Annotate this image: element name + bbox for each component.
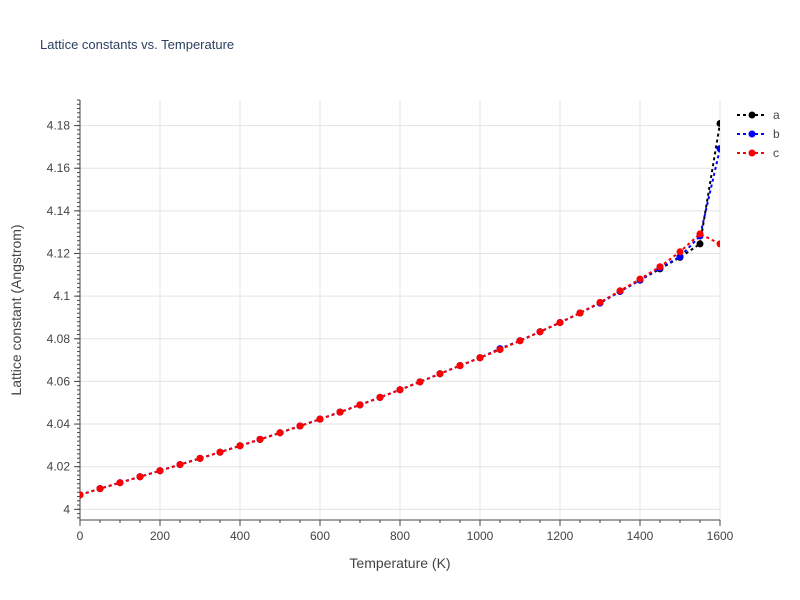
y-tick-label: 4.02 (47, 460, 71, 474)
series-c[interactable] (77, 230, 724, 499)
legend-marker (748, 149, 756, 157)
x-tick-label: 1400 (627, 529, 654, 543)
data-point-a[interactable] (696, 240, 704, 248)
data-point-c[interactable] (536, 328, 544, 336)
legend-item-a[interactable]: a (737, 108, 780, 122)
data-point-c[interactable] (276, 429, 284, 437)
grid (79, 100, 721, 520)
legend-marker (748, 111, 756, 119)
data-point-c[interactable] (196, 454, 204, 462)
data-point-c[interactable] (356, 401, 364, 409)
data-point-c[interactable] (256, 435, 264, 443)
data-point-c[interactable] (77, 491, 84, 499)
data-point-c[interactable] (156, 467, 164, 475)
data-point-c[interactable] (516, 337, 524, 345)
axes: 0 200 400 600 800 1000 1200 1400 1600 4 4.02 4.04 4.… (47, 99, 734, 543)
x-tick-label: 1000 (467, 529, 494, 543)
data-point-c[interactable] (296, 422, 304, 430)
x-tick-label: 400 (230, 529, 250, 543)
y-tick-label: 4.06 (47, 374, 71, 388)
data-point-c[interactable] (656, 263, 664, 271)
data-point-c[interactable] (716, 240, 724, 248)
y-tick-label: 4.12 (47, 247, 71, 261)
data-point-c[interactable] (616, 287, 624, 295)
data-point-c[interactable] (316, 415, 324, 423)
y-axis-title: Lattice constant (Angstrom) (8, 224, 24, 395)
data-point-c[interactable] (576, 309, 584, 317)
y-tick-label: 4.14 (47, 204, 71, 218)
x-tick-label: 1600 (707, 529, 734, 543)
x-axis-title: Temperature (K) (349, 555, 450, 571)
data-point-c[interactable] (176, 461, 184, 469)
chart-title: Lattice constants vs. Temperature (40, 37, 235, 52)
x-tick-label: 1200 (547, 529, 574, 543)
data-point-c[interactable] (676, 248, 684, 256)
y-tick-label: 4.08 (47, 332, 71, 346)
legend[interactable]: abc (737, 108, 780, 160)
data-point-c[interactable] (96, 485, 104, 493)
x-tick-label: 800 (390, 529, 410, 543)
data-point-b[interactable] (676, 253, 684, 261)
data-point-c[interactable] (436, 370, 444, 378)
data-point-c[interactable] (376, 393, 384, 401)
y-tick-label: 4.18 (47, 119, 71, 133)
data-point-c[interactable] (596, 298, 604, 306)
y-tick-label: 4 (63, 502, 70, 516)
data-point-a[interactable] (716, 119, 724, 127)
legend-label: c (773, 146, 779, 160)
data-point-c[interactable] (476, 354, 484, 362)
legend-label: b (773, 127, 780, 141)
legend-item-c[interactable]: c (737, 146, 779, 160)
legend-item-b[interactable]: b (737, 127, 780, 141)
data-point-c[interactable] (216, 448, 224, 456)
legend-marker (748, 130, 756, 138)
data-point-c[interactable] (236, 442, 244, 450)
x-tick-label: 600 (310, 529, 330, 543)
data-point-c[interactable] (696, 230, 704, 238)
y-tick-label: 4.16 (47, 161, 71, 175)
data-point-c[interactable] (556, 319, 564, 327)
x-tick-label: 200 (150, 529, 170, 543)
data-point-c[interactable] (336, 408, 344, 416)
legend-label: a (773, 108, 780, 122)
data-point-b[interactable] (716, 145, 724, 153)
data-point-c[interactable] (416, 378, 424, 386)
plot-area (77, 119, 724, 499)
y-tick-label: 4.04 (47, 417, 71, 431)
y-tick-label: 4.1 (53, 289, 70, 303)
data-point-c[interactable] (396, 386, 404, 394)
data-point-c[interactable] (496, 345, 504, 353)
data-point-c[interactable] (636, 275, 644, 283)
x-tick-label: 0 (77, 529, 84, 543)
data-point-c[interactable] (456, 362, 464, 370)
data-point-c[interactable] (136, 473, 144, 481)
data-point-c[interactable] (116, 479, 124, 487)
